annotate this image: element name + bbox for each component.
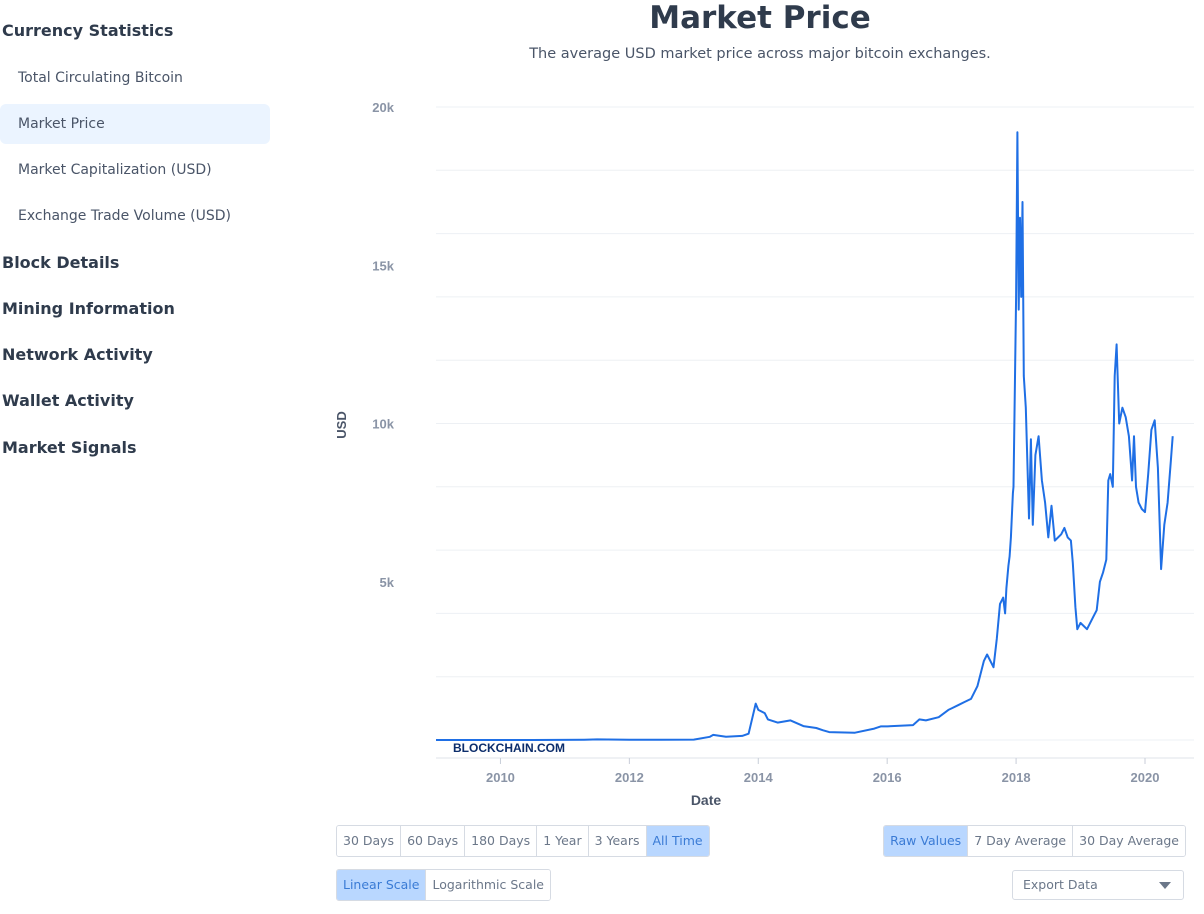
y-tick-label: 15k: [372, 258, 394, 273]
sidebar-section-network-activity[interactable]: Network Activity: [2, 345, 153, 364]
price-series-line: [436, 131, 1174, 741]
30-day-average-button[interactable]: 30 Day Average: [1073, 826, 1185, 856]
x-tick-label: 2020: [1131, 770, 1160, 785]
y-axis-label: USD: [334, 411, 349, 438]
market-price-chart: 5k 10k 15k 20k 2010 2012 2014 2016 2018 2020 USD…: [334, 100, 1194, 808]
range-60-days-button[interactable]: 60 Days: [401, 826, 466, 856]
y-tick-label: 10k: [372, 417, 394, 432]
x-tick-label: 2012: [615, 770, 644, 785]
sidebar-section-currency-statistics[interactable]: Currency Statistics: [2, 21, 174, 40]
range-1-year-button[interactable]: 1 Year: [537, 826, 589, 856]
y-tick-label: 20k: [372, 100, 394, 115]
export-data-dropdown[interactable]: Export Data: [1012, 870, 1184, 900]
range-all-time-button[interactable]: All Time: [646, 826, 709, 856]
x-tick-label: 2018: [1002, 770, 1031, 785]
sidebar-section-block-details[interactable]: Block Details: [2, 253, 120, 272]
export-data-label: Export Data: [1023, 877, 1098, 892]
sidebar-item-market-capitalization[interactable]: Market Capitalization (USD): [18, 162, 212, 178]
page-subtitle: The average USD market price across majo…: [529, 46, 991, 62]
raw-values-button[interactable]: Raw Values: [884, 826, 969, 856]
average-selector: Raw Values 7 Day Average 30 Day Average: [883, 825, 1186, 857]
linear-scale-button[interactable]: Linear Scale: [337, 870, 427, 900]
x-axis: 2010 2012 2014 2016 2018 2020: [436, 757, 1194, 785]
y-tick-label: 5k: [380, 575, 395, 590]
sidebar-section-mining-information[interactable]: Mining Information: [2, 299, 175, 318]
x-axis-label: Date: [691, 792, 722, 808]
logarithmic-scale-button[interactable]: Logarithmic Scale: [426, 870, 551, 900]
page-title: Market Price: [649, 0, 871, 36]
y-axis: 5k 10k 15k 20k: [372, 100, 394, 590]
sidebar-item-market-price[interactable]: Market Price: [0, 104, 270, 144]
x-tick-label: 2010: [486, 770, 515, 785]
range-30-days-button[interactable]: 30 Days: [337, 826, 402, 856]
sidebar-item-total-circulating-bitcoin[interactable]: Total Circulating Bitcoin: [18, 70, 183, 86]
sidebar-section-market-signals[interactable]: Market Signals: [2, 438, 137, 457]
sidebar-section-wallet-activity[interactable]: Wallet Activity: [2, 391, 134, 410]
sidebar-item-exchange-trade-volume[interactable]: Exchange Trade Volume (USD): [18, 208, 231, 224]
x-tick-label: 2014: [744, 770, 774, 785]
time-range-selector: 30 Days 60 Days 180 Days 1 Year 3 Years …: [336, 825, 710, 857]
blockchain-watermark: BLOCKCHAIN.COM: [453, 741, 565, 755]
7-day-average-button[interactable]: 7 Day Average: [968, 826, 1074, 856]
scale-selector: Linear Scale Logarithmic Scale: [336, 869, 552, 901]
range-180-days-button[interactable]: 180 Days: [465, 826, 538, 856]
chevron-down-icon: [1159, 882, 1171, 889]
x-tick-label: 2016: [873, 770, 902, 785]
chart-grid: [436, 106, 1194, 741]
range-3-years-button[interactable]: 3 Years: [588, 826, 647, 856]
